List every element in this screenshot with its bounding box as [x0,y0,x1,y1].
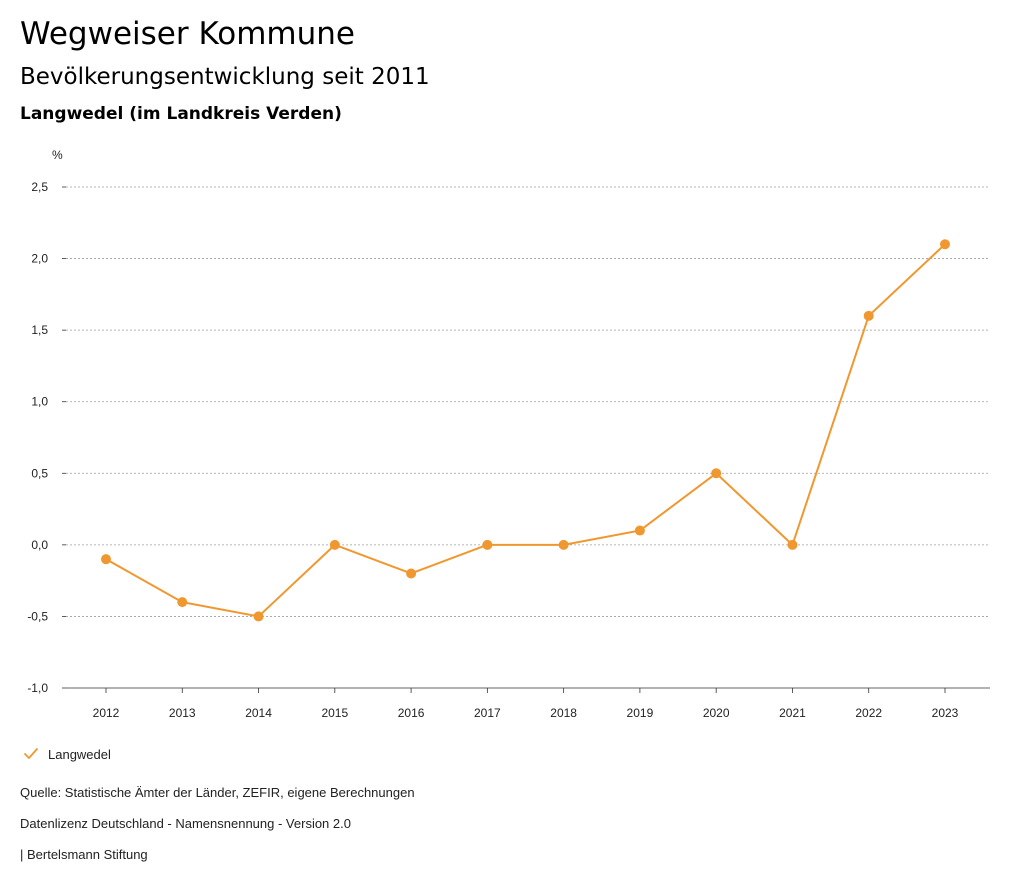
line-chart: % 2,5 2,0 1,5 1,0 0,5 0,0 -0,5 -1,0 2012 2013 2014… [27,148,990,720]
x-tick-label: 2017 [474,706,501,720]
y-tick-label: 0,0 [31,538,48,552]
series-line-langwedel [105,243,946,618]
axes: 2,5 2,0 1,5 1,0 0,5 0,0 -0,5 -1,0 2012 2013 2014 20… [27,180,990,720]
region-title: Langwedel (im Landkreis Verden) [20,104,342,124]
y-tick-label: 1,5 [31,323,48,337]
y-tick-label: -1,0 [27,681,48,695]
data-point[interactable] [406,568,417,579]
source-note: Quelle: Statistische Ämter der Länder, Z… [20,785,415,800]
data-point[interactable] [101,554,111,565]
publisher-note: | Bertelsmann Stiftung [20,847,148,862]
grid-lines [66,186,990,617]
data-point[interactable] [787,539,798,550]
x-tick-label: 2014 [245,706,272,720]
x-tick-label: 2022 [855,706,882,720]
data-point[interactable] [253,611,264,622]
x-tick-label: 2013 [169,706,196,720]
chart-subtitle: Bevölkerungsentwicklung seit 2011 [20,64,430,90]
x-tick-label: 2020 [703,706,730,720]
data-point[interactable] [558,539,569,550]
x-tick-label: 2023 [932,706,959,720]
y-tick-label: 2,5 [31,180,48,194]
legend-label: Langwedel [48,746,111,762]
data-point[interactable] [940,239,950,250]
x-tick-label: 2021 [779,706,806,720]
y-axis-unit-label: % [52,148,63,162]
y-tick-label: -0,5 [27,609,48,623]
x-tick-label: 2019 [627,706,654,720]
data-point[interactable] [177,597,188,608]
x-tick-label: 2018 [550,706,577,720]
x-tick-label: 2015 [321,706,348,720]
x-tick-label: 2012 [93,706,120,720]
page-title: Wegweiser Kommune [20,16,355,52]
data-point[interactable] [482,539,493,550]
data-points [101,239,950,622]
data-point[interactable] [711,468,722,479]
y-tick-label: 0,5 [31,466,48,480]
data-point[interactable] [634,525,645,536]
y-tick-label: 2,0 [31,252,48,266]
y-tick-label: 1,0 [31,395,48,409]
series-line [105,243,946,618]
data-point[interactable] [329,539,340,550]
data-point[interactable] [863,310,874,321]
x-tick-label: 2016 [398,706,425,720]
check-icon [24,748,38,759]
license-note: Datenlizenz Deutschland - Namensnennung … [20,816,351,831]
legend[interactable]: Langwedel [22,745,111,763]
